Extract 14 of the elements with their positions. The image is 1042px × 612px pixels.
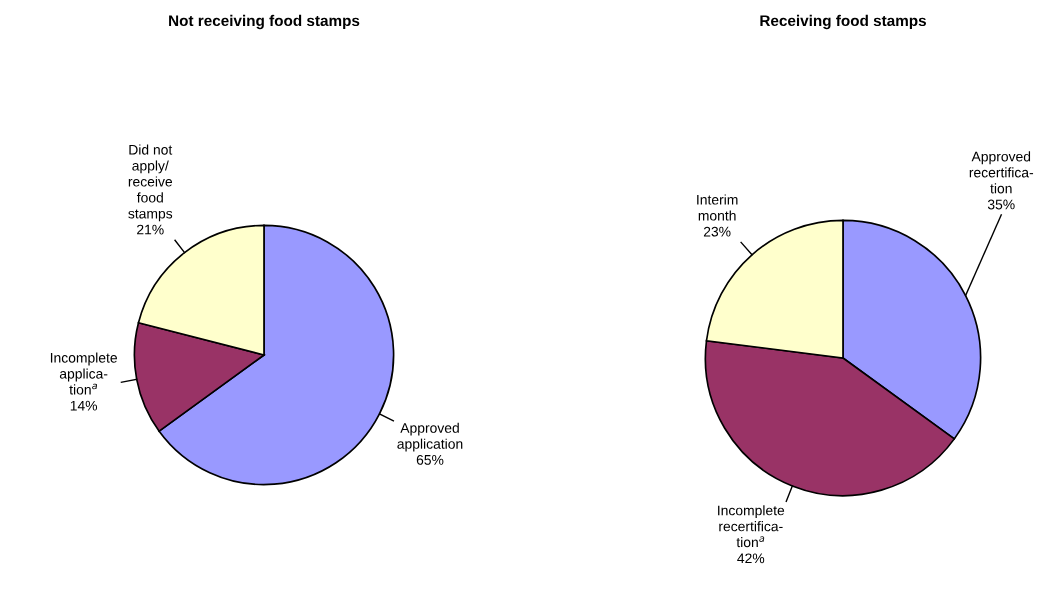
data-label: 14% [70, 400, 98, 411]
slice-label: Interim month [697, 194, 738, 221]
slice-label: Approved application [397, 422, 463, 452]
slice-label: Incomplete recertifica- tion$^{a}$ [718, 505, 785, 548]
slice-label: Did not apply/ receive food stamps [128, 144, 173, 222]
slice-label: Incomplete applica- tion$^{a}$ [50, 352, 117, 395]
chart-title: Receiving food stamps [760, 14, 926, 30]
slice-label: Approved recertifica- tion [969, 151, 1034, 194]
data-label: 21% [137, 224, 164, 235]
chart-title: Not receiving food stamps [169, 14, 360, 30]
data-label: 65% [416, 454, 444, 465]
data-label: 23% [703, 226, 731, 237]
data-label: 42% [737, 553, 765, 564]
data-label: 35% [987, 199, 1015, 210]
